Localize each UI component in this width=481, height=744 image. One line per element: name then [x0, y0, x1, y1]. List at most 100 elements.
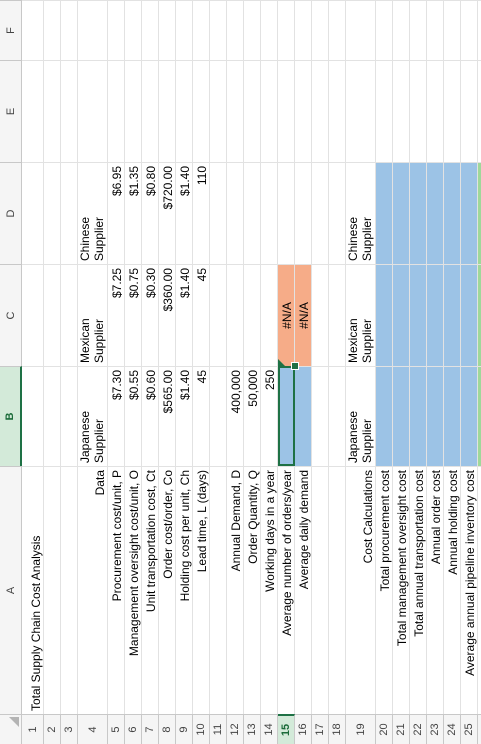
cell-f6[interactable] [125, 0, 142, 60]
cost-japanese[interactable] [461, 366, 478, 466]
cell-f23[interactable] [427, 0, 444, 60]
demand-value[interactable] [278, 366, 295, 466]
select-all-corner[interactable] [0, 714, 22, 744]
cell-f10[interactable] [193, 0, 210, 60]
cell-e17[interactable] [312, 60, 329, 162]
param-japanese[interactable]: $0.60 [142, 366, 159, 466]
cell-f4[interactable] [78, 0, 108, 60]
cost-label[interactable]: Total procurement cost [376, 466, 393, 714]
cost-japanese[interactable] [376, 366, 393, 466]
cost-japanese[interactable] [427, 366, 444, 466]
column-header-d[interactable]: D [0, 162, 22, 264]
cost-mexican[interactable] [376, 264, 393, 366]
column-header-c[interactable]: C [0, 264, 22, 366]
cost-mexican[interactable] [461, 264, 478, 366]
row-header-24[interactable]: 24 [444, 714, 461, 744]
cell-a2[interactable] [44, 466, 61, 714]
cell-f24[interactable] [444, 0, 461, 60]
demand-value[interactable]: 250 [261, 366, 278, 466]
cost-chinese[interactable] [461, 162, 478, 264]
row-header-25[interactable]: 25 [461, 714, 478, 744]
cell-c17[interactable] [312, 264, 329, 366]
error-indicator-icon[interactable] [278, 359, 285, 366]
cell-d14[interactable] [261, 162, 278, 264]
row-header-11[interactable]: 11 [210, 714, 227, 744]
param-label[interactable]: Management oversight cost/unit, O [125, 466, 142, 714]
cell-c11[interactable] [210, 264, 227, 366]
param-label[interactable]: Unit transportation cost, Ct [142, 466, 159, 714]
row-header-12[interactable]: 12 [227, 714, 244, 744]
cell-a11[interactable] [210, 466, 227, 714]
cell-f1[interactable] [22, 0, 44, 60]
row-header-22[interactable]: 22 [410, 714, 427, 744]
cell-e20[interactable] [376, 60, 393, 162]
cost-chinese[interactable] [393, 162, 410, 264]
cell-f8[interactable] [159, 0, 176, 60]
cell-d16[interactable] [295, 162, 312, 264]
cell-e24[interactable] [444, 60, 461, 162]
cell-c3[interactable] [61, 264, 78, 366]
param-mexican[interactable]: 45 [193, 264, 210, 366]
cell-f20[interactable] [376, 0, 393, 60]
cost-header-label[interactable]: Cost Calculations [346, 466, 376, 714]
cell-b2[interactable] [44, 366, 61, 466]
cost-label[interactable]: Average annual pipeline inventory cost [461, 466, 478, 714]
data-header-label[interactable]: Data [78, 466, 108, 714]
cell-d18[interactable] [329, 162, 346, 264]
param-chinese[interactable]: $1.40 [176, 162, 193, 264]
row-header-17[interactable]: 17 [312, 714, 329, 744]
cost-label[interactable]: Total annual transportation cost [410, 466, 427, 714]
param-mexican[interactable]: $7.25 [108, 264, 125, 366]
row-header-3[interactable]: 3 [61, 714, 78, 744]
cell-e5[interactable] [108, 60, 125, 162]
cell-e21[interactable] [393, 60, 410, 162]
cell-f16[interactable] [295, 0, 312, 60]
cell-e16[interactable] [295, 60, 312, 162]
cell-e13[interactable] [244, 60, 261, 162]
cell-a17[interactable] [312, 466, 329, 714]
cell-d11[interactable] [210, 162, 227, 264]
cell-f18[interactable] [329, 0, 346, 60]
param-japanese[interactable]: $7.30 [108, 366, 125, 466]
param-mexican[interactable]: $1.40 [176, 264, 193, 366]
cell-d12[interactable] [227, 162, 244, 264]
param-mexican[interactable]: $0.75 [125, 264, 142, 366]
cell-d13[interactable] [244, 162, 261, 264]
cell-b18[interactable] [329, 366, 346, 466]
cell-c1[interactable] [22, 264, 44, 366]
cost-label[interactable]: Annual order cost [427, 466, 444, 714]
cell-e1[interactable] [22, 60, 44, 162]
row-header-15[interactable]: 15 [278, 714, 295, 744]
cell-c13[interactable] [244, 264, 261, 366]
cell-e22[interactable] [410, 60, 427, 162]
error-value[interactable]: #N/A [295, 264, 312, 366]
cost-header-japanese[interactable]: Japanese Supplier [346, 366, 376, 466]
cell-f22[interactable] [410, 0, 427, 60]
cell-e4[interactable] [78, 60, 108, 162]
demand-label[interactable]: Average number of orders/year [278, 466, 295, 714]
row-header-13[interactable]: 13 [244, 714, 261, 744]
cost-chinese[interactable] [376, 162, 393, 264]
header-chinese-supplier[interactable]: Chinese Supplier [78, 162, 108, 264]
param-chinese[interactable]: $0.80 [142, 162, 159, 264]
demand-label[interactable]: Annual Demand, D [227, 466, 244, 714]
cost-japanese[interactable] [444, 366, 461, 466]
cell-e25[interactable] [461, 60, 478, 162]
cell-b1[interactable] [22, 366, 44, 466]
demand-value[interactable]: 400,000 [227, 366, 244, 466]
cell-c2[interactable] [44, 264, 61, 366]
cell-e6[interactable] [125, 60, 142, 162]
column-header-b[interactable]: B [0, 366, 22, 466]
row-header-9[interactable]: 9 [176, 714, 193, 744]
cell-f14[interactable] [261, 0, 278, 60]
cell-f2[interactable] [44, 0, 61, 60]
fill-handle[interactable] [291, 362, 299, 370]
demand-label[interactable]: Working days in a year [261, 466, 278, 714]
cell-a18[interactable] [329, 466, 346, 714]
cell-e8[interactable] [159, 60, 176, 162]
demand-label[interactable]: Average daily demand [295, 466, 312, 714]
error-value[interactable]: #N/A [278, 264, 295, 366]
cost-chinese[interactable] [444, 162, 461, 264]
cell-d1[interactable] [22, 162, 44, 264]
